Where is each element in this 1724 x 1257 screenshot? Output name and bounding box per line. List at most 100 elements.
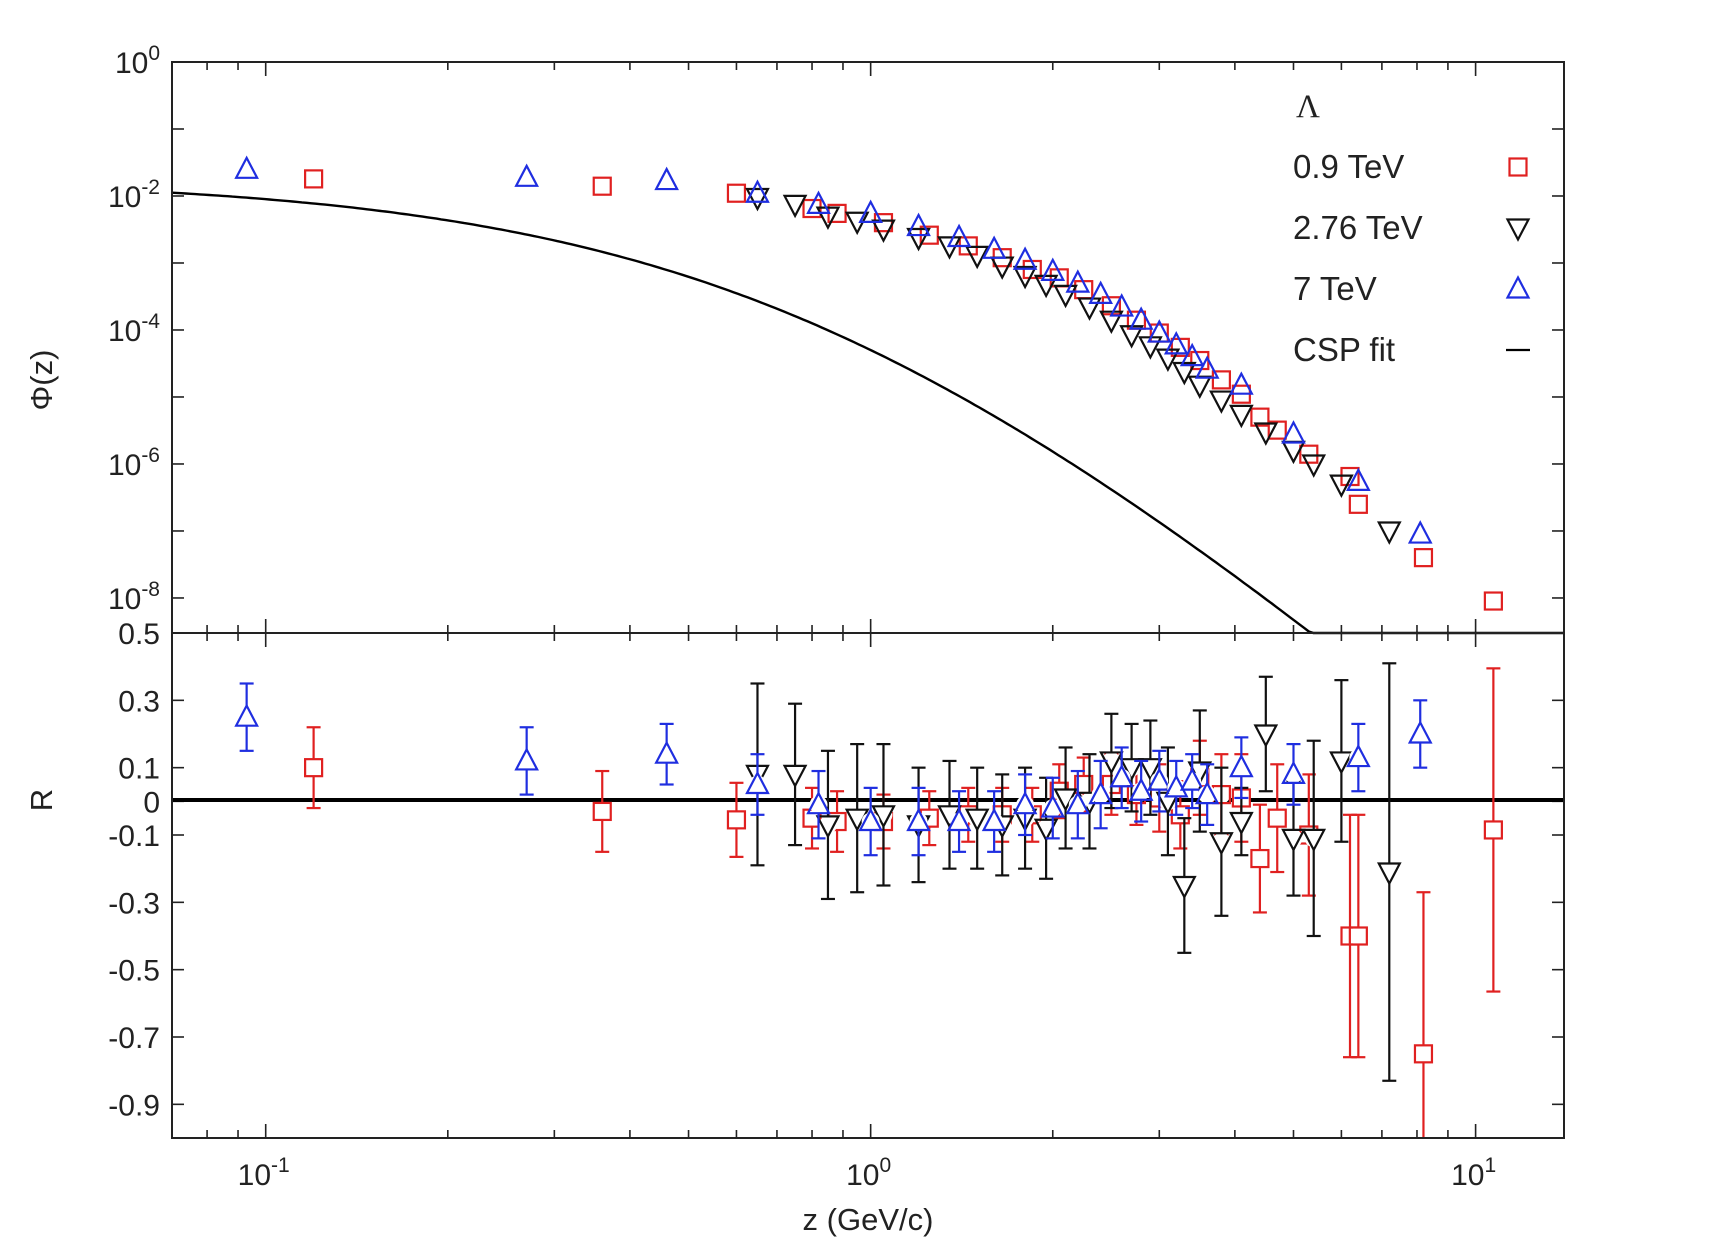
- legend-marker-2.76tev: [1505, 218, 1531, 242]
- top-marker-7tev: [1194, 355, 1220, 379]
- top-marker-7tev: [1109, 293, 1135, 317]
- top-y-axis-title: Φ(z): [24, 350, 59, 411]
- bottom-marker-7tev: [946, 807, 972, 832]
- top-y-tick-label: 10-8: [108, 578, 160, 616]
- top-panel: 100 10-2 10-4 10-6 10-8 Φ(z): [24, 42, 1565, 635]
- bottom-y-tick-label: -0.5: [108, 955, 160, 988]
- bottom-marker-0.9tev: [1483, 820, 1503, 840]
- bottom-y-axis-title: R: [24, 789, 59, 811]
- bottom-marker-2.76tev: [1099, 751, 1124, 775]
- top-marker-2.76tev: [1172, 361, 1197, 386]
- legend-entry-csp-fit: CSP fit: [1293, 331, 1395, 368]
- marker-backdrop: [1074, 775, 1093, 794]
- bottom-y-tick-labels: 0.5 0.3 0.10-0.1 -0.3 -0.5 -0.7 -0.9: [108, 618, 160, 1122]
- legend-entry-2.76tev: 2.76 TeV: [1293, 209, 1423, 246]
- bottom-marker-7tev: [1163, 774, 1189, 798]
- bottom-marker-2.76tev: [815, 815, 841, 839]
- bottom-marker-2.76tev: [1253, 724, 1279, 748]
- x-tick-label: 10-1: [238, 1154, 290, 1192]
- top-marker-2.76tev: [1253, 422, 1279, 446]
- bottom-marker-7tev: [1109, 763, 1135, 788]
- bottom-marker-7tev: [1146, 767, 1172, 791]
- top-marker-2.76tev: [745, 187, 770, 212]
- top-marker-7tev: [1229, 371, 1254, 395]
- bottom-y-tick-label: -0.9: [108, 1089, 160, 1122]
- bottom-marker-7tev: [1179, 767, 1205, 791]
- bottom-y-tick-label: 0: [143, 786, 160, 819]
- top-marker-2.76tev: [782, 194, 808, 219]
- legend-marker-0.9tev: [1508, 157, 1528, 177]
- bottom-marker-7tev: [858, 807, 883, 832]
- bottom-axis-ticks: [171, 632, 1564, 1138]
- top-marker-2.76tev: [906, 227, 931, 252]
- marker-backdrop: [1349, 927, 1368, 945]
- top-marker-2.76tev: [871, 219, 896, 244]
- marker-backdrop: [1484, 820, 1503, 839]
- x-tick-labels: 10-1 100 101: [238, 1154, 1496, 1192]
- top-marker-7tev: [946, 223, 972, 248]
- top-marker-7tev: [1146, 319, 1172, 343]
- bottom-marker-0.9tev: [1413, 1044, 1434, 1064]
- top-marker-7tev: [514, 163, 539, 187]
- bottom-y-tick-label: 0.1: [118, 753, 160, 786]
- top-marker-0.9tev: [304, 169, 324, 189]
- bottom-marker-2.76tev: [782, 764, 808, 789]
- bottom-marker-0.9tev: [726, 810, 747, 830]
- bottom-marker-2.76tev: [964, 808, 990, 833]
- top-marker-0.9tev: [726, 183, 747, 203]
- top-axis-ticks: [171, 61, 1564, 633]
- bottom-y-tick-label: 0.3: [118, 685, 160, 718]
- bottom-y-tick-label: 0.5: [118, 618, 160, 651]
- top-marker-2.76tev: [1099, 310, 1124, 335]
- top-marker-0.9tev: [1299, 444, 1319, 464]
- bottom-plot-frame: [171, 632, 1565, 1139]
- x-axis-title: z (GeV/c): [803, 1202, 934, 1237]
- bottom-marker-7tev: [1281, 760, 1306, 785]
- top-marker-2.76tev: [1077, 297, 1102, 321]
- bottom-marker-2.76tev: [1376, 862, 1402, 886]
- top-marker-7tev: [1088, 280, 1113, 304]
- top-marker-0.9tev: [592, 176, 612, 196]
- marker-backdrop: [304, 758, 323, 777]
- top-marker-7tev: [654, 166, 679, 191]
- top-y-tick-label: 10-2: [108, 176, 160, 214]
- legend-marker-7tev: [1505, 275, 1531, 299]
- top-marker-7tev: [858, 199, 883, 223]
- bottom-marker-2.76tev: [1329, 751, 1354, 775]
- top-marker-2.76tev: [964, 245, 990, 270]
- bottom-marker-0.9tev: [1267, 808, 1287, 828]
- top-marker-7tev: [806, 190, 831, 214]
- legend-entry-7tev: 7 TeV: [1293, 270, 1377, 307]
- bottom-marker-7tev: [1346, 743, 1371, 768]
- top-data-markers: [234, 155, 1503, 611]
- top-marker-7tev: [1179, 342, 1205, 367]
- marker-backdrop: [1414, 1044, 1433, 1063]
- top-marker-7tev: [1065, 269, 1091, 293]
- top-marker-2.76tev: [1053, 284, 1078, 309]
- bottom-marker-7tev: [234, 703, 259, 727]
- top-marker-2.76tev: [1012, 265, 1038, 290]
- top-marker-7tev: [1012, 246, 1038, 270]
- bottom-marker-7tev: [1012, 790, 1038, 815]
- bottom-marker-2.76tev: [1301, 828, 1327, 853]
- top-marker-0.9tev: [1250, 407, 1270, 427]
- top-marker-7tev: [1346, 467, 1371, 491]
- bottom-marker-0.9tev: [304, 758, 324, 778]
- top-marker-2.76tev: [1301, 454, 1327, 478]
- marker-backdrop: [727, 810, 746, 829]
- bottom-marker-2.76tev: [871, 805, 896, 829]
- top-marker-7tev: [1281, 420, 1306, 444]
- legend: Λ 0.9 TeV 2.76 TeV 7 TeV CSP fit: [1293, 89, 1531, 368]
- bottom-marker-0.9tev: [1348, 926, 1368, 946]
- bottom-marker-7tev: [906, 807, 931, 832]
- bottom-marker-2.76tev: [1209, 832, 1234, 856]
- legend-markers: [1505, 157, 1531, 352]
- top-marker-7tev: [1128, 306, 1154, 330]
- marker-backdrop: [593, 802, 612, 821]
- marker-backdrop: [1268, 809, 1287, 828]
- bottom-marker-2.76tev: [1229, 811, 1254, 836]
- marker-backdrop: [1250, 849, 1269, 868]
- bottom-y-tick-label: -0.3: [108, 887, 160, 920]
- top-marker-7tev: [981, 235, 1007, 259]
- top-marker-2.76tev: [1033, 274, 1059, 299]
